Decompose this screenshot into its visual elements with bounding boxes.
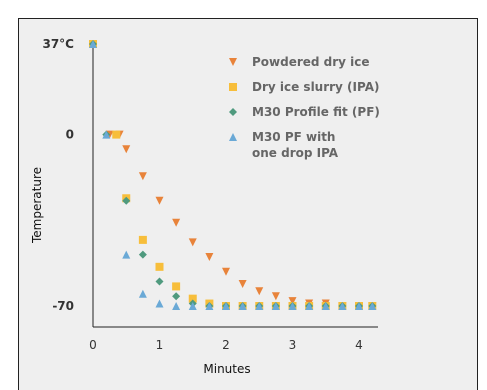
legend-label: M30 Profile fit (PF) bbox=[252, 105, 380, 119]
x-tick-label: 0 bbox=[89, 338, 97, 352]
data-point bbox=[271, 302, 280, 310]
data-point bbox=[138, 250, 147, 259]
x-tick-label: 1 bbox=[156, 338, 164, 352]
legend-label: one drop IPA bbox=[252, 146, 339, 160]
data-point bbox=[102, 130, 111, 139]
legend-entry: M30 Profile fit (PF) bbox=[229, 105, 380, 119]
data-point bbox=[155, 262, 164, 271]
data-point bbox=[138, 172, 147, 181]
y-tick-label: 37°C bbox=[42, 37, 74, 51]
data-point bbox=[205, 253, 214, 262]
data-point bbox=[122, 250, 131, 259]
data-point bbox=[271, 292, 280, 301]
data-marks bbox=[89, 40, 377, 310]
data-point bbox=[172, 218, 181, 227]
data-point bbox=[155, 277, 164, 286]
data-point bbox=[138, 235, 147, 244]
legend: Powdered dry ice Dry ice slurry (IPA) M30 … bbox=[229, 55, 380, 160]
data-point bbox=[338, 302, 347, 310]
data-point bbox=[288, 297, 297, 306]
data-point bbox=[172, 292, 181, 301]
legend-entry: Powdered dry ice bbox=[229, 55, 370, 69]
data-point bbox=[222, 302, 230, 310]
x-tick-label: 3 bbox=[289, 338, 297, 352]
legend-marker bbox=[229, 133, 237, 141]
legend-entry: Dry ice slurry (IPA) bbox=[229, 80, 379, 94]
data-point bbox=[112, 130, 121, 139]
data-point bbox=[172, 302, 181, 310]
data-point bbox=[255, 287, 264, 296]
series-4 bbox=[89, 40, 377, 310]
legend-entry: M30 PF with one drop IPA bbox=[229, 130, 339, 160]
legend-label: Dry ice slurry (IPA) bbox=[252, 80, 379, 94]
data-point bbox=[355, 302, 363, 310]
legend-marker bbox=[229, 83, 237, 91]
x-tick-label: 4 bbox=[355, 338, 363, 352]
data-point bbox=[188, 294, 197, 303]
legend-label: Powdered dry ice bbox=[252, 55, 370, 69]
data-point bbox=[238, 302, 247, 310]
legend-marker bbox=[229, 58, 237, 66]
data-point bbox=[138, 289, 147, 298]
data-point bbox=[205, 302, 214, 310]
data-point bbox=[255, 302, 264, 310]
chart-frame bbox=[18, 18, 478, 390]
y-axis-label: Temperature bbox=[30, 167, 44, 244]
x-axis-label: Minutes bbox=[203, 362, 250, 376]
data-point bbox=[172, 282, 181, 291]
y-tick-label: -70 bbox=[52, 299, 74, 313]
data-point bbox=[321, 302, 330, 310]
data-point bbox=[222, 267, 230, 276]
data-point bbox=[122, 196, 131, 205]
data-point bbox=[238, 279, 247, 288]
data-point bbox=[122, 145, 131, 154]
data-point bbox=[305, 302, 314, 310]
data-point bbox=[155, 196, 164, 205]
legend-marker bbox=[229, 108, 237, 116]
data-point bbox=[155, 299, 164, 308]
legend-label: M30 PF with bbox=[252, 130, 335, 144]
y-tick-label: 0 bbox=[66, 128, 74, 142]
data-point bbox=[89, 40, 97, 48]
data-point bbox=[188, 238, 197, 247]
data-point bbox=[188, 302, 197, 310]
data-point bbox=[368, 302, 377, 310]
x-tick-label: 2 bbox=[222, 338, 230, 352]
data-point bbox=[288, 302, 297, 310]
axes: 0 1 2 3 4 37°C 0 -70 bbox=[42, 37, 378, 352]
